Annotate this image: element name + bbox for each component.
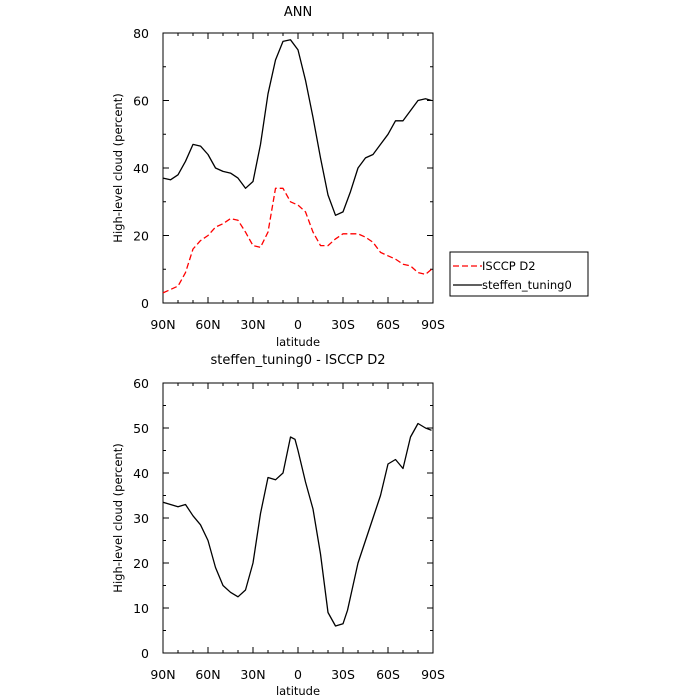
x-tick-label: 90S — [421, 317, 445, 332]
y-tick-label: 50 — [133, 421, 149, 436]
legend-box — [449, 251, 589, 297]
y-tick-label: 20 — [133, 556, 149, 571]
plot-frame — [162, 32, 434, 304]
x-tick-label: 0 — [294, 667, 302, 682]
y-tick-label: 40 — [133, 161, 149, 176]
series-lines — [162, 422, 432, 627]
y-axis-ticks: 0 10 20 30 40 50 60 — [133, 376, 433, 661]
x-axis-label: latitude — [276, 684, 320, 698]
chart-title: steffen_tuning0 - ISCCP D2 — [211, 353, 386, 368]
x-tick-label: 60N — [195, 667, 220, 682]
x-tick-label: 0 — [294, 317, 302, 332]
y-tick-label: 60 — [133, 376, 149, 391]
x-tick-label: 90S — [421, 667, 445, 682]
y-tick-label: 40 — [133, 466, 149, 481]
series-line-steffen-tuning0 — [162, 39, 432, 216]
y-tick-label: 10 — [133, 601, 149, 616]
y-tick-label: 30 — [133, 511, 149, 526]
x-axis-ticks: 90N 60N 30N 0 30S 60S 90S — [150, 33, 445, 332]
x-tick-label: 30S — [331, 317, 355, 332]
chart-annual: ANN 0 20 40 60 80 90N 60N 30N 0 30S 60S 90S latitu… — [111, 5, 589, 349]
y-tick-label: 60 — [133, 94, 149, 109]
x-tick-label: 30S — [331, 667, 355, 682]
chart-title: ANN — [284, 5, 312, 20]
y-tick-label: 20 — [133, 229, 149, 244]
series-lines — [162, 39, 432, 294]
legend: ISCCP D2 steffen_tuning0 — [449, 251, 589, 297]
y-tick-label: 80 — [133, 26, 149, 41]
x-axis-label: latitude — [276, 335, 320, 349]
x-tick-label: 90N — [150, 667, 175, 682]
legend-label-steffen: steffen_tuning0 — [482, 278, 572, 292]
y-axis-label: High-level cloud (percent) — [111, 443, 125, 592]
x-tick-label: 60S — [376, 317, 400, 332]
series-line-difference — [162, 422, 432, 627]
y-axis-label: High-level cloud (percent) — [111, 93, 125, 242]
y-axis-ticks: 0 20 40 60 80 — [133, 26, 433, 311]
x-tick-label: 60S — [376, 667, 400, 682]
x-tick-label: 30N — [240, 317, 265, 332]
x-tick-label: 90N — [150, 317, 175, 332]
x-tick-label: 30N — [240, 667, 265, 682]
x-axis-ticks: 90N 60N 30N 0 30S 60S 90S — [150, 383, 445, 682]
x-tick-label: 60N — [195, 317, 220, 332]
legend-label-isccp: ISCCP D2 — [482, 259, 536, 273]
chart-difference: steffen_tuning0 - ISCCP D2 0 10 20 30 40 50 60… — [111, 353, 445, 698]
plot-frame — [162, 382, 434, 654]
series-line-isccp-d2 — [162, 187, 432, 294]
y-tick-label: 0 — [141, 646, 149, 661]
y-tick-label: 0 — [141, 296, 149, 311]
